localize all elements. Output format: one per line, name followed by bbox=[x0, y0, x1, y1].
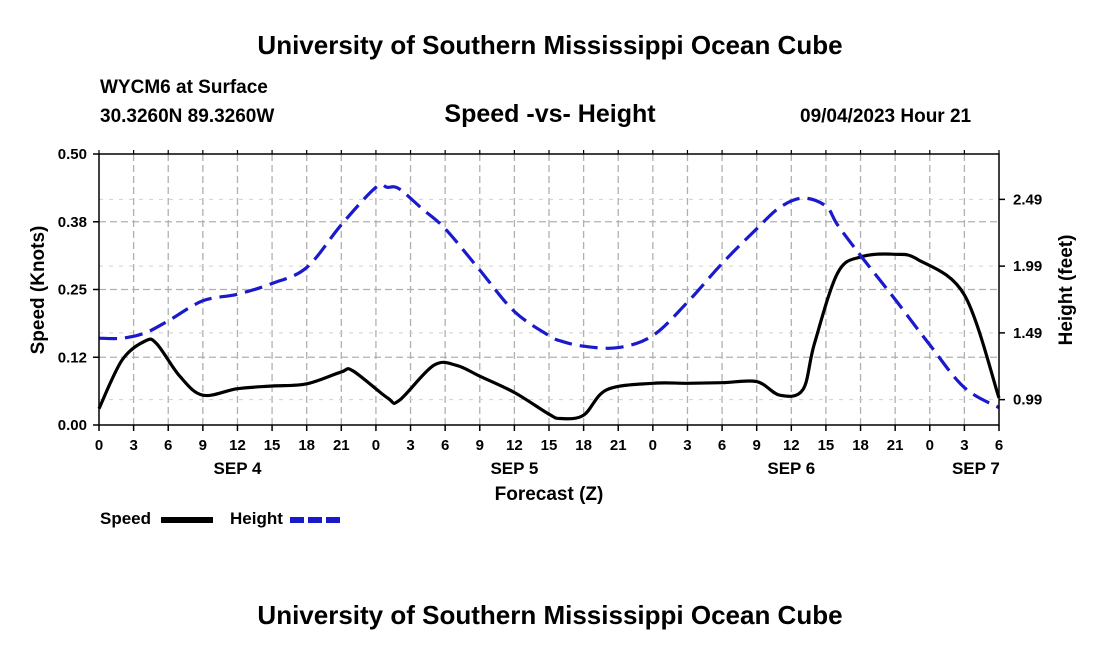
x-tick-label: 12 bbox=[783, 437, 800, 454]
y2-tick-label: 1.49 bbox=[1013, 325, 1042, 342]
x-tick-label: 9 bbox=[199, 437, 207, 454]
y2-tick-label: 1.99 bbox=[1013, 258, 1042, 275]
page-title-bottom: University of Southern Mississippi Ocean… bbox=[257, 600, 843, 630]
x-tick-label: 6 bbox=[995, 437, 1003, 454]
x-tick-label: 6 bbox=[718, 437, 726, 454]
x-tick-label: 21 bbox=[887, 437, 904, 454]
x-tick-label: 15 bbox=[264, 437, 281, 454]
x-tick-label: 21 bbox=[610, 437, 627, 454]
x-tick-label: 6 bbox=[441, 437, 449, 454]
legend-height-swatch bbox=[290, 517, 342, 523]
x-tick-label: 18 bbox=[298, 437, 315, 454]
x-tick-label: 0 bbox=[649, 437, 657, 454]
legend-speed-swatch bbox=[161, 517, 213, 523]
speed-height-chart: 0 3 6 9 12 15 18 21 0 3 6 9 12 15 18 21 0 3 6 9 12 15 18 21 0 3 6 0… bbox=[28, 146, 1077, 505]
x-tick-label: 0 bbox=[926, 437, 934, 454]
x-day-label: SEP 6 bbox=[767, 459, 815, 478]
chart-title: Speed -vs- Height bbox=[444, 100, 656, 128]
x-tick-label: 21 bbox=[333, 437, 350, 454]
x-tick-label: 3 bbox=[406, 437, 414, 454]
x-tick-label: 15 bbox=[541, 437, 558, 454]
x-tick-label: 3 bbox=[683, 437, 691, 454]
y-tick-label: 0.12 bbox=[58, 349, 87, 366]
tick-layer: 0 3 6 9 12 15 18 21 0 3 6 9 12 15 18 21 0 3 6 9 12 15 18 21 0 3 6 0… bbox=[58, 146, 1042, 478]
x-day-label: SEP 7 bbox=[952, 459, 1000, 478]
x-tick-label: 12 bbox=[229, 437, 246, 454]
y-tick-label: 0.38 bbox=[58, 214, 87, 231]
x-day-label: SEP 4 bbox=[214, 459, 262, 478]
x-axis-title: Forecast (Z) bbox=[495, 484, 604, 505]
y2-tick-label: 0.99 bbox=[1013, 392, 1042, 409]
legend-height-label: Height bbox=[230, 509, 283, 528]
x-tick-label: 0 bbox=[95, 437, 103, 454]
x-tick-label: 0 bbox=[372, 437, 380, 454]
x-tick-label: 12 bbox=[506, 437, 523, 454]
x-tick-label: 3 bbox=[960, 437, 968, 454]
y-tick-label: 0.25 bbox=[58, 282, 87, 299]
series-layer bbox=[97, 182, 1001, 421]
x-tick-label: 18 bbox=[852, 437, 869, 454]
x-tick-label: 15 bbox=[818, 437, 835, 454]
datetime-label: 09/04/2023 Hour 21 bbox=[800, 106, 972, 127]
coordinates-label: 30.3260N 89.3260W bbox=[100, 106, 275, 127]
y2-axis-title: Height (feet) bbox=[1056, 235, 1077, 346]
y-tick-label: 0.50 bbox=[58, 146, 87, 163]
series-line-height bbox=[98, 182, 1000, 410]
y-tick-label: 0.00 bbox=[58, 417, 87, 434]
station-label: WYCM6 at Surface bbox=[100, 77, 268, 98]
page-title-top: University of Southern Mississippi Ocean… bbox=[257, 30, 843, 60]
legend-speed-label: Speed bbox=[100, 509, 152, 528]
series-line-speed bbox=[97, 252, 1001, 421]
x-day-label: SEP 5 bbox=[490, 459, 538, 478]
x-tick-label: 6 bbox=[164, 437, 172, 454]
y-axis-title: Speed (Knots) bbox=[28, 226, 49, 355]
x-tick-label: 9 bbox=[753, 437, 761, 454]
x-tick-label: 3 bbox=[129, 437, 137, 454]
x-tick-label: 9 bbox=[476, 437, 484, 454]
x-tick-label: 18 bbox=[575, 437, 592, 454]
grid bbox=[99, 154, 999, 425]
y2-tick-label: 2.49 bbox=[1013, 191, 1042, 208]
